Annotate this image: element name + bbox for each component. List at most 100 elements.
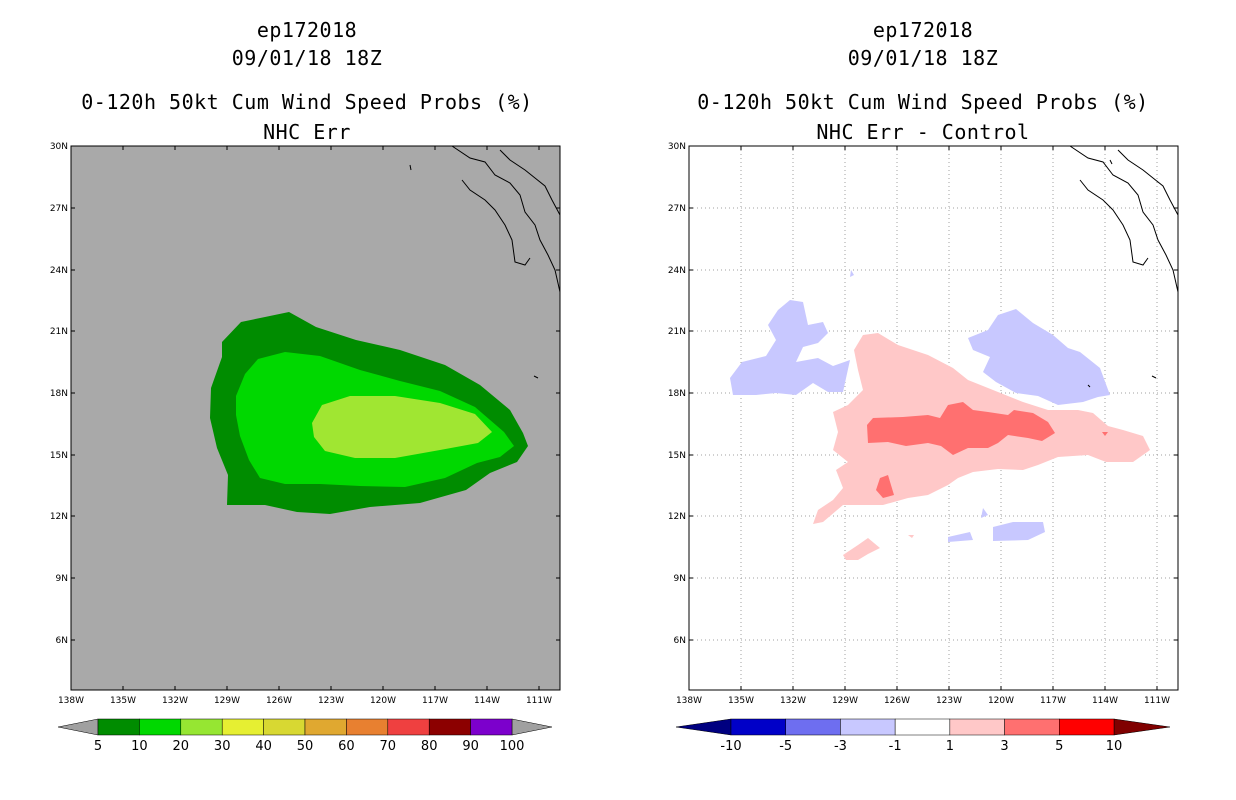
lon-label: 114W <box>474 696 500 706</box>
lon-label: 126W <box>884 696 910 706</box>
lat-label: 27N <box>50 204 68 214</box>
right-diff-neg-west <box>730 300 850 395</box>
lon-label: 123W <box>936 696 962 706</box>
right-map-frame <box>688 145 1179 691</box>
colorbar-swatch <box>840 718 896 736</box>
lon-label: 132W <box>780 696 806 706</box>
colorbar-label: 100 <box>500 739 525 754</box>
colorbar-swatch <box>894 718 951 736</box>
lon-label: 126W <box>266 696 292 706</box>
lat-label: 27N <box>668 204 686 214</box>
lat-label: 9N <box>674 574 686 584</box>
lon-label: 129W <box>214 696 240 706</box>
lon-label: 132W <box>162 696 188 706</box>
left-map-svg: 30N 27N 24N 21N 18N 15N 12N 9N 6N 138W 135W 132W 129… <box>50 142 561 754</box>
lon-label: 135W <box>110 696 136 706</box>
colorbar-swatch <box>949 718 1005 736</box>
lon-label: 129W <box>832 696 858 706</box>
left-map-frame <box>70 145 561 691</box>
colorbar-swatch <box>263 718 306 736</box>
colorbar-label: 10 <box>1106 739 1123 754</box>
right-axis-ticks: 30N 27N 24N 21N 18N 15N 12N 9N 6N 138W 135W 132W 129… <box>668 142 1178 706</box>
lon-label: 123W <box>318 696 344 706</box>
colorbar-label: 5 <box>94 739 102 754</box>
colorbar-label: 40 <box>255 739 272 754</box>
colorbar-label: 30 <box>214 739 231 754</box>
colorbar-label: 90 <box>462 739 479 754</box>
colorbar-swatch <box>346 718 389 736</box>
colorbar-swatch <box>1059 718 1115 736</box>
colorbar-label: -10 <box>720 739 741 754</box>
lat-label: 30N <box>50 142 68 152</box>
colorbar-over-arrow <box>511 718 553 736</box>
left-product-title: 0-120h 50kt Cum Wind Speed Probs (%) <box>81 90 533 114</box>
colorbar-label: 5 <box>1055 739 1063 754</box>
colorbar-swatch <box>304 718 347 736</box>
lon-label: 120W <box>988 696 1014 706</box>
lon-label: 117W <box>1040 696 1066 706</box>
colorbar-label: 20 <box>173 739 190 754</box>
colorbar-swatch <box>1004 718 1060 736</box>
left-storm-id: ep172018 <box>256 18 358 42</box>
left-subtitle: NHC Err <box>263 120 351 144</box>
colorbar-swatch <box>221 718 264 736</box>
colorbar-swatch <box>139 718 182 736</box>
right-storm-id: ep172018 <box>872 18 974 42</box>
lat-label: 6N <box>674 636 686 646</box>
colorbar-swatch <box>428 718 471 736</box>
lat-label: 6N <box>56 636 68 646</box>
colorbar-label: -5 <box>779 739 792 754</box>
colorbar-swatch <box>730 718 786 736</box>
right-map-svg: 30N 27N 24N 21N 18N 15N 12N 9N 6N 138W 135W 132W 129… <box>668 142 1179 754</box>
colorbar-label: 1 <box>946 739 954 754</box>
right-diff-pos-south <box>843 535 914 560</box>
lat-label: 18N <box>50 389 68 399</box>
left-datetime: 09/01/18 18Z <box>231 46 383 70</box>
lon-label: 111W <box>526 696 552 706</box>
colorbar-label: -3 <box>834 739 847 754</box>
right-diff-pos-medium <box>867 402 1108 498</box>
lon-label: 135W <box>728 696 754 706</box>
lon-label: 138W <box>676 696 702 706</box>
left-colorbar: 5 10 20 30 40 50 60 70 80 90 100 <box>57 718 553 754</box>
right-product-title: 0-120h 50kt Cum Wind Speed Probs (%) <box>697 90 1149 114</box>
lat-label: 21N <box>668 327 686 337</box>
colorbar-under-arrow <box>57 718 99 736</box>
colorbar-label: -1 <box>889 739 902 754</box>
lat-label: 24N <box>50 266 68 276</box>
lat-label: 18N <box>668 389 686 399</box>
right-coastline <box>1069 145 1179 388</box>
colorbar-swatch <box>180 718 223 736</box>
colorbar-swatch <box>387 718 430 736</box>
lat-label: 21N <box>50 327 68 337</box>
right-datetime: 09/01/18 18Z <box>847 46 999 70</box>
lat-label: 24N <box>668 266 686 276</box>
lat-label: 12N <box>668 512 686 522</box>
colorbar-label: 80 <box>421 739 438 754</box>
lat-label: 15N <box>50 451 68 461</box>
colorbar-label: 70 <box>380 739 397 754</box>
colorbar-over-arrow <box>1113 718 1171 736</box>
colorbar-under-arrow <box>675 718 732 736</box>
left-axis-ticks: 30N 27N 24N 21N 18N 15N 12N 9N 6N 138W 135W 132W 129… <box>50 142 560 706</box>
colorbar-label: 60 <box>338 739 355 754</box>
lon-label: 120W <box>370 696 396 706</box>
right-colorbar: -10 -5 -3 -1 1 3 5 10 <box>675 718 1171 754</box>
lon-label: 114W <box>1092 696 1118 706</box>
lat-label: 15N <box>668 451 686 461</box>
right-panel: ep172018 09/01/18 18Z 0-120h 50kt Cum Wi… <box>618 0 1236 800</box>
lat-label: 9N <box>56 574 68 584</box>
colorbar-swatch <box>785 718 841 736</box>
lat-label: 30N <box>668 142 686 152</box>
left-prob-20 <box>312 396 492 458</box>
colorbar-label: 50 <box>297 739 314 754</box>
lon-label: 117W <box>422 696 448 706</box>
left-coastline <box>409 145 561 379</box>
left-panel: ep172018 09/01/18 18Z 0-120h 50kt Cum Wi… <box>50 18 561 754</box>
colorbar-label: 3 <box>1000 739 1008 754</box>
lat-label: 12N <box>50 512 68 522</box>
right-diff-neg-east <box>968 309 1110 405</box>
colorbar-swatch <box>97 718 140 736</box>
colorbar-swatch <box>470 718 513 736</box>
colorbar-label: 10 <box>131 739 148 754</box>
